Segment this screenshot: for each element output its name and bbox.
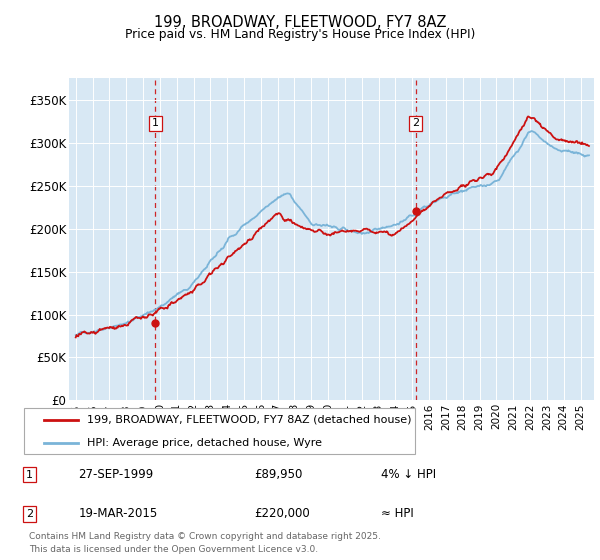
Text: 1: 1 bbox=[26, 470, 33, 479]
Text: £220,000: £220,000 bbox=[254, 507, 310, 520]
Text: 27-SEP-1999: 27-SEP-1999 bbox=[78, 468, 154, 481]
Text: 199, BROADWAY, FLEETWOOD, FY7 8AZ: 199, BROADWAY, FLEETWOOD, FY7 8AZ bbox=[154, 15, 446, 30]
Text: Price paid vs. HM Land Registry's House Price Index (HPI): Price paid vs. HM Land Registry's House … bbox=[125, 28, 475, 41]
Text: 199, BROADWAY, FLEETWOOD, FY7 8AZ (detached house): 199, BROADWAY, FLEETWOOD, FY7 8AZ (detac… bbox=[87, 414, 412, 424]
Text: HPI: Average price, detached house, Wyre: HPI: Average price, detached house, Wyre bbox=[87, 438, 322, 448]
Text: ≈ HPI: ≈ HPI bbox=[380, 507, 413, 520]
Text: 19-MAR-2015: 19-MAR-2015 bbox=[78, 507, 157, 520]
FancyBboxPatch shape bbox=[23, 408, 415, 454]
Text: 4% ↓ HPI: 4% ↓ HPI bbox=[380, 468, 436, 481]
Text: 2: 2 bbox=[26, 509, 33, 519]
Text: £89,950: £89,950 bbox=[254, 468, 302, 481]
Text: 2: 2 bbox=[412, 119, 419, 128]
Text: 1: 1 bbox=[152, 119, 159, 128]
Text: Contains HM Land Registry data © Crown copyright and database right 2025.
This d: Contains HM Land Registry data © Crown c… bbox=[29, 533, 381, 554]
